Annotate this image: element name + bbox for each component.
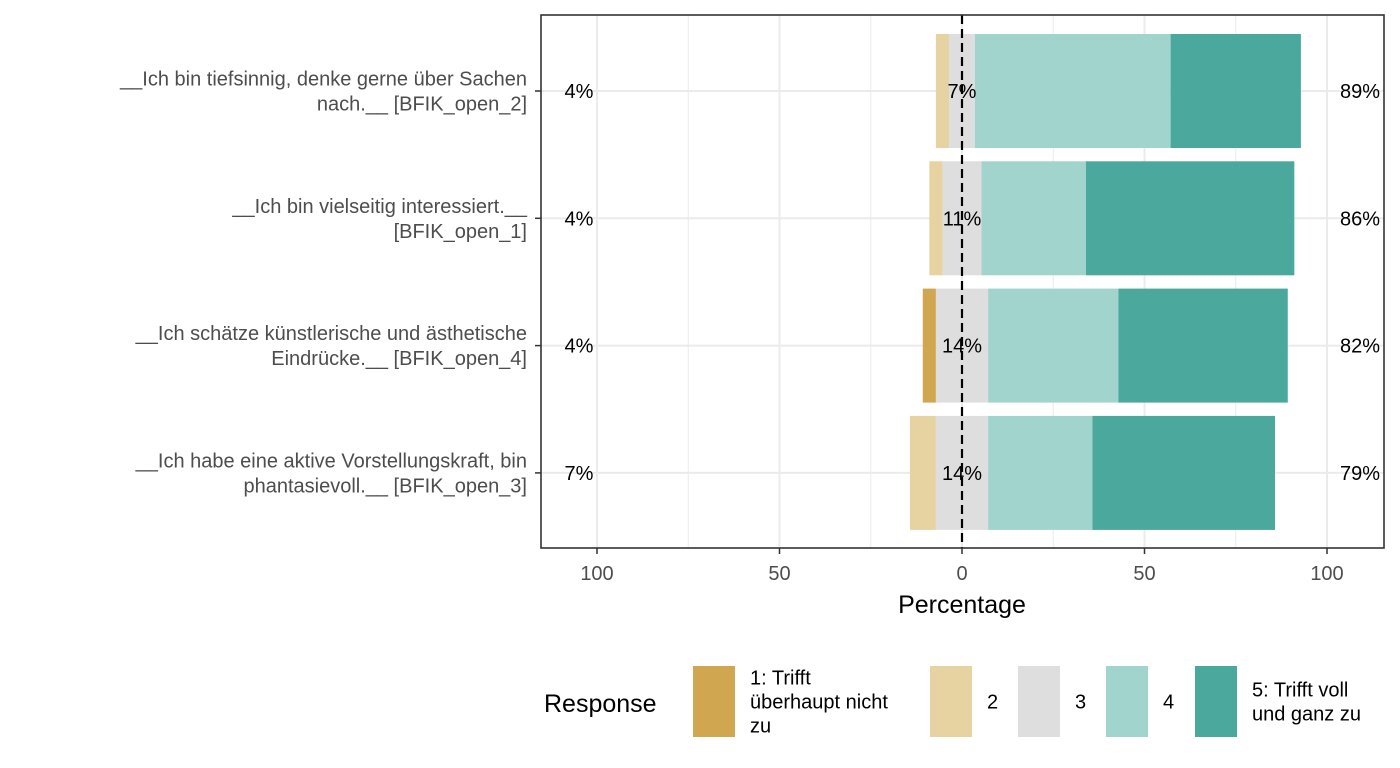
legend-label-line: und ganz zu: [1252, 704, 1361, 726]
legend-label-line: 5: Trifft voll: [1252, 680, 1348, 702]
item-label-line: __Ich bin vielseitig interessiert.__: [231, 196, 527, 218]
high-percentage-label: 82%: [1340, 336, 1380, 358]
legend-key-level-3: [1018, 666, 1060, 737]
x-axis-ticks: 100 50 0 50 100: [580, 548, 1344, 585]
x-tick-label: 100: [580, 563, 613, 585]
legend-key-level-4: [1106, 666, 1148, 737]
y-axis-labels: __Ich bin tiefsinnig, denke gerne über S…: [119, 69, 541, 497]
bar-segment-level-2: [909, 415, 936, 530]
x-tick-label: 50: [1133, 563, 1155, 585]
bar-segment-level-4: [981, 161, 1086, 276]
high-percentage-label: 79%: [1340, 463, 1380, 485]
legend-label-line: überhaupt nicht: [750, 692, 888, 714]
low-percentage-label: 4%: [565, 208, 594, 230]
neutral-percentage-label: 7%: [948, 81, 977, 103]
legend-label-line: 4: [1163, 692, 1174, 714]
x-axis-title: Percentage: [898, 591, 1026, 619]
legend-key-level-2: [930, 666, 972, 737]
x-tick-label: 0: [956, 563, 967, 585]
legend-label-line: 1: Trifft: [750, 668, 811, 690]
bar-segment-level-2: [929, 161, 943, 276]
legend-label-line: 2: [987, 692, 998, 714]
low-percentage-label: 4%: [565, 81, 594, 103]
bar-segment-level-4: [988, 288, 1119, 403]
legend-label-line: zu: [750, 716, 771, 738]
legend-title: Response: [544, 690, 657, 718]
item-label-line: nach.__ [BFIK_open_2]: [317, 94, 527, 116]
low-percentage-label: 7%: [565, 463, 594, 485]
item-label-line: __Ich bin tiefsinnig, denke gerne über S…: [119, 69, 527, 91]
low-percentage-label: 4%: [565, 336, 594, 358]
item-label-line: phantasievoll.__ [BFIK_open_3]: [243, 475, 527, 497]
x-tick-label: 50: [768, 563, 790, 585]
bar-segment-level-5: [1118, 288, 1288, 403]
item-label-line: __Ich habe eine aktive Vorstellungskraft…: [135, 450, 527, 472]
neutral-percentage-label: 14%: [942, 463, 982, 485]
bar-segment-level-1: [922, 288, 936, 403]
legend-key-level-5: [1195, 666, 1237, 737]
item-label-line: __Ich schätze künstlerische und ästhetis…: [135, 323, 527, 345]
bar-segment-level-2: [935, 34, 950, 148]
x-tick-label: 100: [1310, 563, 1343, 585]
percentage-labels: 4% 7% 89% 4% 11% 86% 4% 14% 82% 7% 14% 79%: [565, 81, 1381, 485]
bar-segment-level-4: [988, 415, 1093, 530]
item-label-line: Eindrücke.__ [BFIK_open_4]: [271, 348, 527, 370]
legend-label-line: 3: [1075, 692, 1086, 714]
bar-segment-level-4: [974, 34, 1171, 148]
bars: [909, 34, 1301, 530]
legend-key-level-1: [693, 666, 735, 737]
bar-segment-level-5: [1170, 34, 1301, 148]
neutral-percentage-label: 11%: [943, 208, 982, 230]
high-percentage-label: 86%: [1340, 208, 1380, 230]
high-percentage-label: 89%: [1340, 81, 1380, 103]
bar-segment-level-5: [1085, 161, 1295, 276]
neutral-percentage-label: 14%: [942, 336, 982, 358]
bar-segment-level-5: [1092, 415, 1275, 530]
item-label-line: [BFIK_open_1]: [394, 221, 527, 243]
